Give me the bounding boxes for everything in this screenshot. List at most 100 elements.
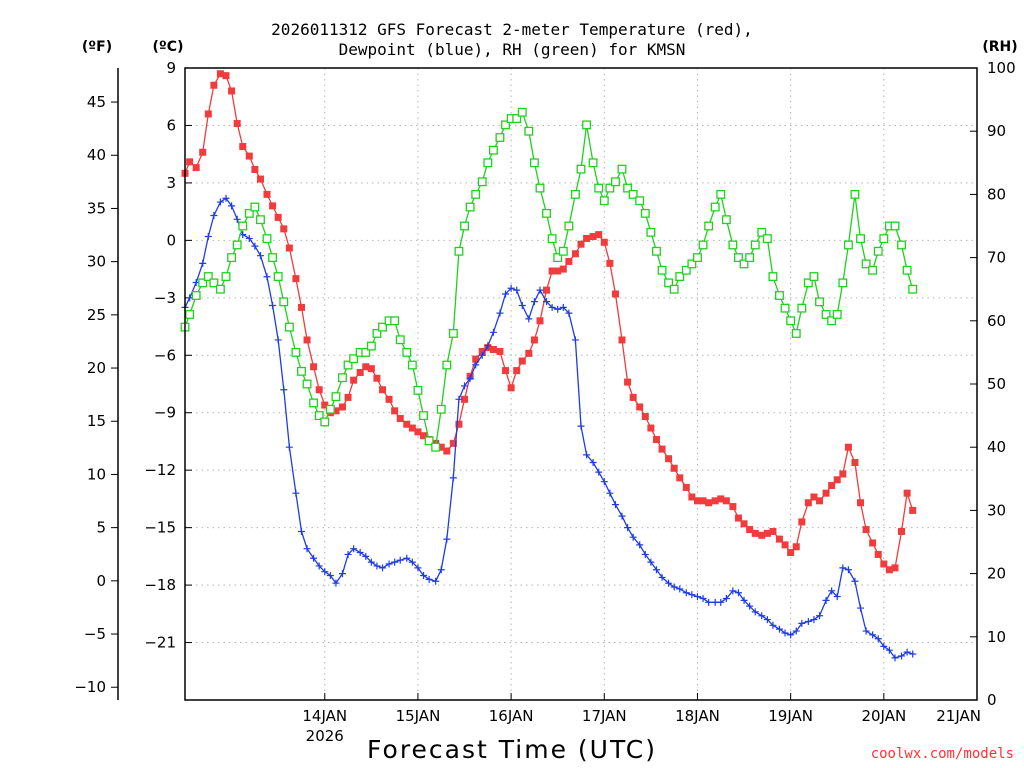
temperature-point bbox=[822, 489, 830, 497]
dewpoint-point bbox=[245, 234, 253, 242]
dewpoint-point bbox=[396, 556, 404, 564]
dewpoint-point bbox=[326, 572, 334, 580]
fahrenheit-tick-label: −5 bbox=[84, 625, 106, 643]
temperature-point bbox=[356, 369, 364, 377]
rh-point bbox=[664, 278, 674, 288]
rh-point bbox=[465, 202, 475, 212]
rh-point bbox=[262, 234, 272, 244]
rh-point bbox=[291, 347, 301, 357]
dewpoint-point bbox=[507, 284, 515, 292]
credit-link[interactable]: coolwx.com/models bbox=[871, 746, 1014, 762]
temperature-point bbox=[263, 190, 271, 198]
temperature-point bbox=[647, 424, 655, 432]
rh-point bbox=[739, 259, 749, 269]
temperature-point bbox=[624, 378, 632, 386]
rh-point bbox=[460, 221, 469, 231]
temperature-point bbox=[851, 459, 859, 467]
temperature-point bbox=[670, 464, 678, 472]
fahrenheit-tick-label: −10 bbox=[74, 678, 106, 696]
temperature-point bbox=[192, 164, 200, 172]
temperature-point bbox=[256, 175, 264, 183]
rh-point bbox=[390, 316, 400, 326]
temperature-point bbox=[682, 483, 690, 491]
temperature-point bbox=[740, 520, 748, 528]
rh-point bbox=[827, 316, 837, 326]
rh-point bbox=[582, 120, 592, 130]
dewpoint-point bbox=[665, 579, 673, 587]
rh-point bbox=[832, 310, 842, 319]
rh-point bbox=[843, 240, 853, 250]
temperature-point bbox=[548, 267, 556, 275]
temperature-point bbox=[658, 445, 666, 453]
dewpoint-point bbox=[903, 648, 911, 656]
rh-point bbox=[302, 379, 312, 389]
dewpoint-point bbox=[373, 562, 381, 570]
rh-point bbox=[372, 328, 382, 338]
dewpoint-point bbox=[647, 558, 655, 566]
x-axis-title: Forecast Time (UTC) bbox=[367, 735, 657, 764]
temperature-point bbox=[408, 424, 416, 432]
dewpoint-point bbox=[624, 524, 632, 532]
temperature-point bbox=[489, 346, 497, 354]
dewpoint-point bbox=[885, 646, 893, 654]
rh-point bbox=[908, 284, 918, 294]
temperature-point bbox=[874, 550, 882, 558]
dewpoint-point bbox=[682, 589, 690, 597]
temperature-point bbox=[898, 527, 906, 535]
dewpoint-point bbox=[496, 309, 504, 317]
temperature-point bbox=[216, 70, 224, 78]
time-tick-label: 17JAN bbox=[582, 707, 627, 725]
fahrenheit-tick-label: 20 bbox=[87, 359, 106, 377]
rh-point bbox=[879, 234, 889, 244]
dewpoint-point bbox=[204, 233, 212, 241]
temperature-point bbox=[338, 403, 346, 411]
dewpoint-point bbox=[332, 579, 340, 587]
rh-point bbox=[529, 158, 539, 168]
rh-point bbox=[244, 208, 254, 218]
dewpoint-point bbox=[781, 629, 789, 637]
rh-point bbox=[209, 278, 219, 288]
temperature-point bbox=[455, 420, 463, 428]
dewpoint-point bbox=[315, 562, 323, 570]
chart-title-line1: 2026011312 GFS Forecast 2-meter Temperat… bbox=[271, 20, 753, 39]
time-tick-label: 15JAN bbox=[396, 707, 441, 725]
dewpoint-point bbox=[548, 303, 556, 311]
fahrenheit-tick-label: 10 bbox=[87, 465, 106, 483]
dewpoint-point bbox=[844, 566, 852, 574]
temperature-point bbox=[373, 374, 381, 382]
temperature-point bbox=[496, 347, 504, 355]
rh-tick-label: 90 bbox=[987, 122, 1006, 140]
rh-point bbox=[721, 215, 731, 225]
temperature-point bbox=[321, 401, 329, 409]
temperature-point bbox=[583, 234, 591, 242]
temperature-point bbox=[478, 347, 486, 355]
rh-point bbox=[815, 297, 824, 307]
temperature-point bbox=[839, 470, 847, 478]
temperature-point bbox=[199, 148, 207, 156]
dewpoint-point bbox=[269, 301, 277, 309]
dewpoint-point bbox=[804, 617, 812, 625]
rh-point bbox=[232, 240, 242, 250]
rh-point bbox=[564, 221, 574, 231]
dewpoint-point bbox=[857, 604, 865, 612]
temperature-point bbox=[269, 202, 277, 210]
rh-point bbox=[728, 240, 738, 250]
rh-point bbox=[797, 303, 807, 313]
rh-point bbox=[448, 328, 458, 338]
rh-point bbox=[203, 272, 213, 282]
temperature-point bbox=[746, 526, 754, 534]
rh-point bbox=[558, 246, 568, 256]
temperature-point bbox=[274, 213, 282, 221]
temperature-point bbox=[636, 403, 644, 411]
temperature-point bbox=[676, 474, 684, 482]
rh-point bbox=[436, 404, 446, 414]
temperature-point bbox=[641, 413, 649, 421]
dewpoint-point bbox=[222, 194, 230, 202]
rh-point bbox=[198, 278, 208, 288]
dewpoint-point bbox=[559, 303, 567, 311]
rh-point bbox=[495, 133, 505, 142]
rh-point bbox=[402, 347, 412, 357]
dewpoint-point bbox=[530, 298, 538, 306]
celsius-axis: 9 6 3 0 −3 −6 −9 −12 −15 −18 −21 bbox=[144, 59, 192, 652]
